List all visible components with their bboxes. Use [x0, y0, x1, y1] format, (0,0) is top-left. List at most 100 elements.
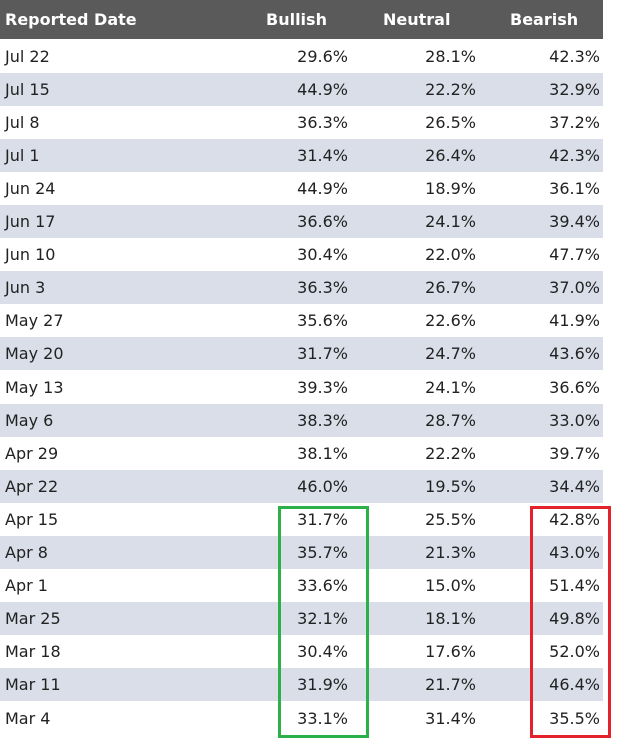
bearish-highlight [530, 506, 611, 738]
date-cell: Jun 3 [5, 278, 46, 298]
value-cell: 44.9% [297, 79, 348, 99]
date-cell: Apr 15 [5, 509, 59, 529]
value-cell: 22.0% [425, 245, 476, 265]
value-cell: 34.4% [549, 476, 600, 496]
header-row: Reported Date Bullish Neutral Bearish [0, 0, 603, 39]
table-row: Mar 11 31.9% 21.7% 46.4% [0, 668, 603, 702]
value-cell: 24.1% [425, 377, 476, 397]
value-cell: 36.3% [297, 278, 348, 298]
date-cell: Apr 8 [5, 543, 48, 562]
value-cell: 31.9% [297, 675, 348, 695]
date-cell: Apr 22 [5, 476, 59, 496]
value-cell: 36.6% [297, 212, 348, 231]
value-cell: 32.1% [297, 609, 348, 629]
date-cell: Mar 18 [5, 642, 61, 662]
date-cell: Jun 17 [5, 212, 56, 231]
value-cell: 32.9% [549, 79, 600, 99]
table-row: Jun 17 36.6% 24.1% 39.4% [0, 205, 603, 238]
value-cell: 39.7% [549, 443, 600, 463]
table-row: Apr 29 38.1% 22.2% 39.7% [0, 437, 603, 470]
date-cell: Mar 25 [5, 609, 61, 629]
value-cell: 18.1% [425, 609, 476, 629]
date-cell: Mar 4 [5, 708, 51, 728]
value-cell: 26.7% [425, 278, 476, 298]
date-cell: May 27 [5, 311, 64, 331]
date-cell: Apr 1 [5, 576, 48, 596]
value-cell: 30.4% [297, 642, 348, 662]
date-cell: Jun 24 [5, 178, 56, 198]
value-cell: 21.3% [425, 543, 476, 562]
value-cell: 17.6% [425, 642, 476, 662]
date-cell: May 6 [5, 410, 54, 430]
bullish-highlight [278, 506, 369, 738]
value-cell: 22.2% [425, 79, 476, 99]
value-cell: 19.5% [425, 476, 476, 496]
table-row: May 13 39.3% 24.1% 36.6% [0, 371, 603, 404]
value-cell: 46.4% [549, 675, 600, 695]
value-cell: 31.7% [297, 344, 348, 364]
value-cell: 43.0% [549, 543, 600, 562]
date-cell: Jul 1 [5, 145, 40, 165]
table-row: Apr 22 46.0% 19.5% 34.4% [0, 469, 603, 503]
date-cell: May 20 [5, 344, 64, 364]
value-cell: 43.6% [549, 344, 600, 364]
value-cell: 15.0% [425, 576, 476, 596]
value-cell: 22.6% [425, 311, 476, 331]
value-cell: 28.7% [425, 410, 476, 430]
table-row: Jul 1 31.4% 26.4% 42.3% [0, 138, 603, 172]
value-cell: 35.7% [297, 543, 348, 562]
header-cell: Bullish [266, 10, 327, 29]
value-cell: 26.5% [425, 112, 476, 132]
date-cell: Jul 15 [5, 79, 50, 99]
date-cell: Jul 8 [5, 112, 40, 132]
value-cell: 22.2% [425, 443, 476, 463]
table-row: Mar 25 32.1% 18.1% 49.8% [0, 602, 603, 636]
value-cell: 42.8% [549, 509, 600, 529]
value-cell: 36.6% [549, 377, 600, 397]
date-cell: Mar 11 [5, 675, 61, 695]
value-cell: 25.5% [425, 509, 476, 529]
value-cell: 18.9% [425, 178, 476, 198]
value-cell: 39.3% [297, 377, 348, 397]
value-cell: 38.3% [297, 410, 348, 430]
date-cell: Jul 22 [5, 46, 50, 66]
value-cell: 37.0% [549, 278, 600, 298]
value-cell: 41.9% [549, 311, 600, 331]
header-cell: Neutral [383, 10, 451, 29]
value-cell: 36.1% [549, 178, 600, 198]
table-row: Mar 18 30.4% 17.6% 52.0% [0, 635, 603, 668]
value-cell: 28.1% [425, 46, 476, 66]
value-cell: 35.5% [549, 708, 600, 728]
value-cell: 24.7% [425, 344, 476, 364]
value-cell: 47.7% [549, 245, 600, 265]
date-cell: Apr 29 [5, 443, 59, 463]
table-row: Apr 8 35.7% 21.3% 43.0% [0, 536, 603, 569]
table-row: May 20 31.7% 24.7% 43.6% [0, 337, 603, 371]
header-cell: Reported Date [5, 10, 137, 29]
value-cell: 30.4% [297, 245, 348, 265]
value-cell: 49.8% [549, 609, 600, 629]
value-cell: 52.0% [549, 642, 600, 662]
value-cell: 51.4% [549, 576, 600, 596]
value-cell: 44.9% [297, 178, 348, 198]
value-cell: 21.7% [425, 675, 476, 695]
date-cell: Jun 10 [5, 245, 56, 265]
value-cell: 33.6% [297, 576, 348, 596]
value-cell: 29.6% [297, 46, 348, 66]
value-cell: 33.0% [549, 410, 600, 430]
table-row: Jun 10 30.4% 22.0% 47.7% [0, 238, 603, 271]
value-cell: 36.3% [297, 112, 348, 132]
value-cell: 35.6% [297, 311, 348, 331]
value-cell: 42.3% [549, 46, 600, 66]
table-row: Apr 1 33.6% 15.0% 51.4% [0, 569, 603, 602]
value-cell: 31.4% [425, 708, 476, 728]
table-row: Jul 15 44.9% 22.2% 32.9% [0, 72, 603, 106]
header-cell: Bearish [510, 10, 579, 29]
value-cell: 37.2% [549, 112, 600, 132]
value-cell: 26.4% [425, 145, 476, 165]
table-row: Mar 4 33.1% 31.4% 35.5% [0, 702, 603, 735]
date-cell: May 13 [5, 377, 64, 397]
value-cell: 31.4% [297, 145, 348, 165]
table-row: May 6 38.3% 28.7% 33.0% [0, 403, 603, 437]
